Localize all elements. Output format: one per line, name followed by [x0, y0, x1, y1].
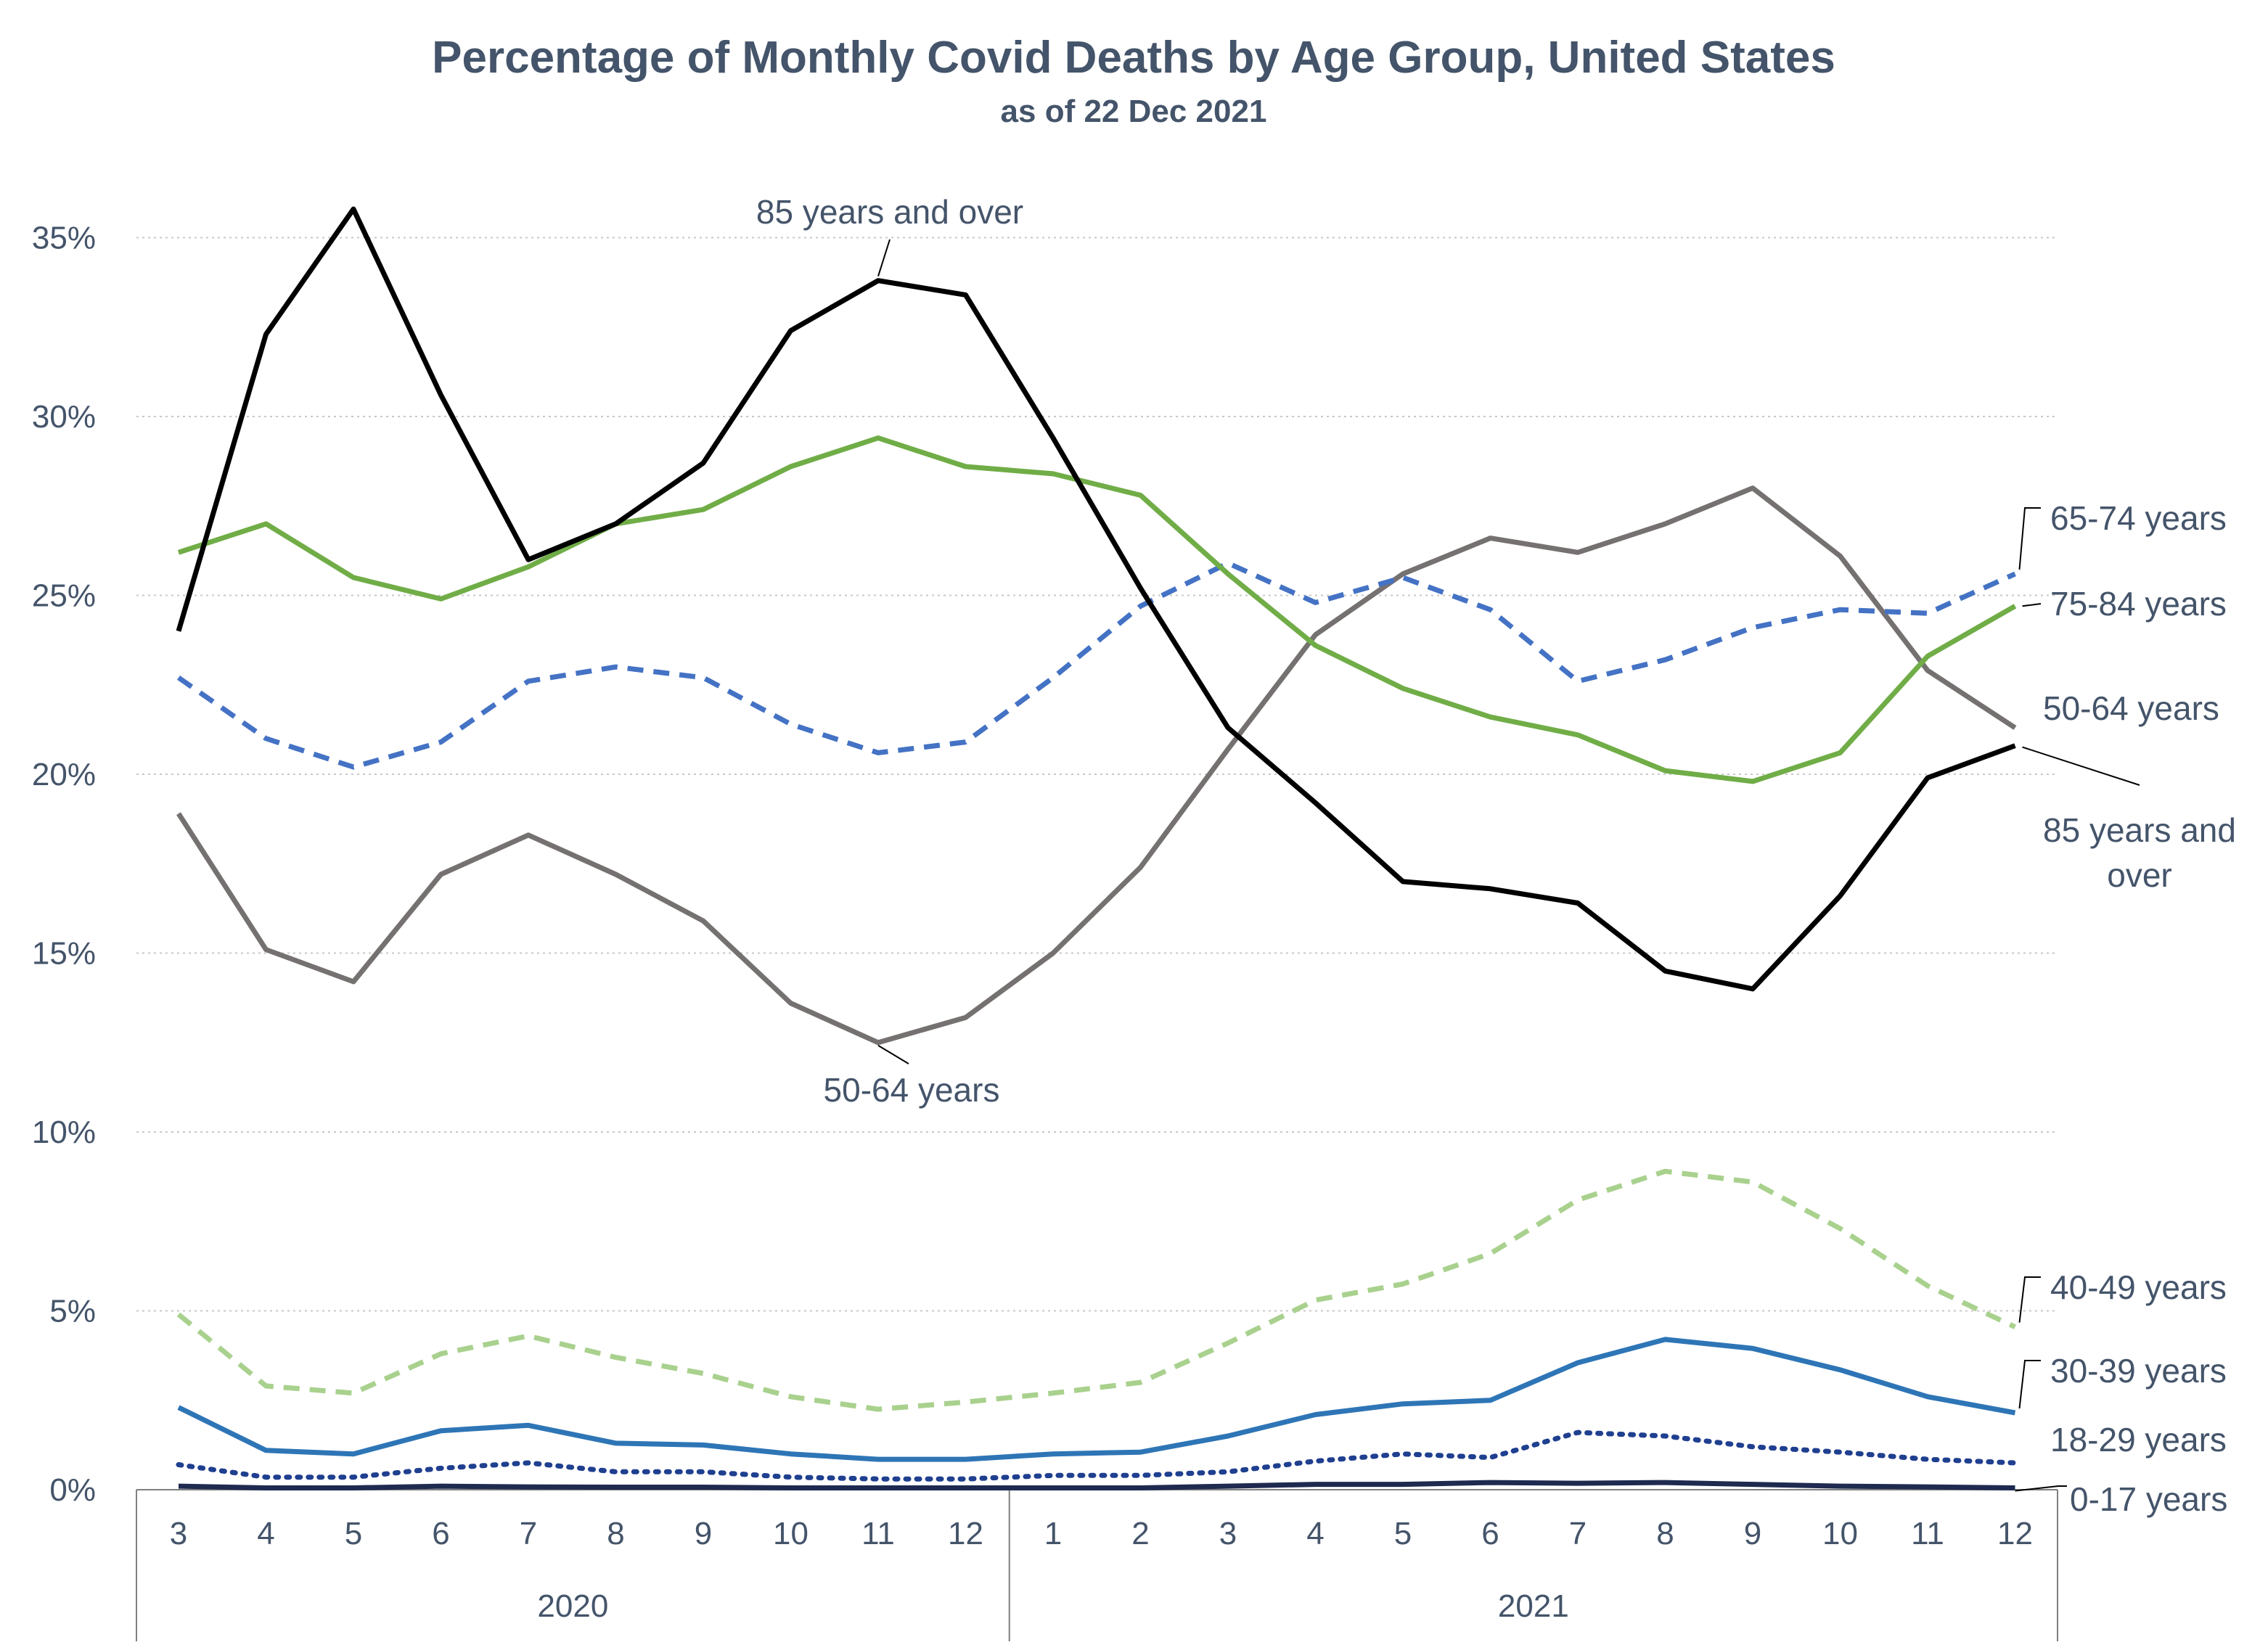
x-tick-label: 9 [1744, 1516, 1761, 1551]
annotation-leader [877, 1044, 909, 1064]
x-tick-label: 5 [1394, 1516, 1412, 1551]
series-label: 75-84 years [2050, 585, 2227, 623]
series-label: 50-64 years [2043, 689, 2219, 727]
series-line [176, 206, 2016, 992]
y-tick-label: 20% [32, 757, 96, 792]
x-tick-label: 5 [345, 1516, 362, 1551]
x-tick-label: 8 [1656, 1516, 1674, 1551]
x-tick-label: 3 [1219, 1516, 1237, 1551]
y-tick-label: 10% [32, 1115, 96, 1150]
annotation-85-right: 85 years and [2043, 811, 2236, 849]
annotation-50-64-bottom: 50-64 years [824, 1071, 1000, 1109]
y-tick-label: 25% [32, 578, 96, 614]
x-tick-label: 1 [1044, 1516, 1062, 1551]
label-leader-line [2018, 507, 2041, 570]
series-line [176, 1429, 2018, 1482]
series-line [176, 1168, 2016, 1412]
y-tick-label: 30% [32, 399, 96, 435]
label-leader-line [2022, 603, 2042, 607]
chart-subtitle: as of 22 Dec 2021 [1001, 94, 1267, 129]
x-tick-label: 10 [1822, 1516, 1858, 1551]
label-leader-line [2018, 1360, 2041, 1409]
y-axis: 0% 5% 10% 15% 20% 25% 30% 35% [32, 221, 96, 1509]
series-line [177, 435, 2017, 784]
annotation-85-top: 85 years and over [756, 193, 1023, 231]
x-year-label: 2021 [1498, 1588, 1569, 1624]
series-lines [176, 206, 2018, 1490]
label-leader-line [2015, 1485, 2067, 1492]
x-tick-label: 11 [1911, 1516, 1944, 1551]
annotation-leader [877, 239, 891, 276]
annotation-leader [2022, 746, 2140, 786]
y-tick-label: 5% [49, 1294, 96, 1329]
series-label: 40-49 years [2050, 1268, 2227, 1306]
x-tick-label: 4 [1306, 1516, 1324, 1551]
y-tick-label: 35% [32, 221, 96, 256]
series-line [177, 560, 2016, 770]
x-tick-label: 12 [1997, 1516, 2033, 1551]
x-year-label: 2020 [537, 1588, 608, 1624]
x-tick-label: 6 [1481, 1516, 1499, 1551]
series-label: 30-39 years [2050, 1352, 2227, 1390]
series-line [177, 1337, 2016, 1462]
series-line [178, 1480, 2015, 1490]
chart-title: Percentage of Monthly Covid Deaths by Ag… [432, 33, 1835, 83]
series-label: 65-74 years [2050, 499, 2227, 537]
x-tick-label: 9 [695, 1516, 712, 1551]
series-line [176, 485, 2017, 1046]
series-label: 0-17 years [2070, 1480, 2227, 1518]
series-label: 18-29 years [2050, 1421, 2227, 1459]
x-tick-label: 7 [1569, 1516, 1587, 1551]
x-tick-label: 12 [948, 1516, 983, 1551]
x-tick-label: 7 [520, 1516, 537, 1551]
x-tick-label: 8 [607, 1516, 624, 1551]
label-leader-line [2018, 1276, 2041, 1323]
y-tick-label: 15% [32, 936, 96, 972]
x-tick-label: 4 [257, 1516, 274, 1551]
x-tick-label: 6 [432, 1516, 449, 1551]
y-tick-label: 0% [49, 1472, 96, 1508]
x-tick-label: 10 [773, 1516, 808, 1551]
annotation-85-right: over [2107, 856, 2171, 894]
series-labels: 65-74 years 75-84 years 50-64 years 40-49 y… [2015, 499, 2227, 1518]
x-tick-label: 3 [170, 1516, 187, 1551]
annotations: 85 years and over 50-64 years 85 years and… [756, 193, 2236, 1109]
x-tick-label: 11 [861, 1516, 895, 1551]
x-tick-label: 2 [1131, 1516, 1149, 1551]
